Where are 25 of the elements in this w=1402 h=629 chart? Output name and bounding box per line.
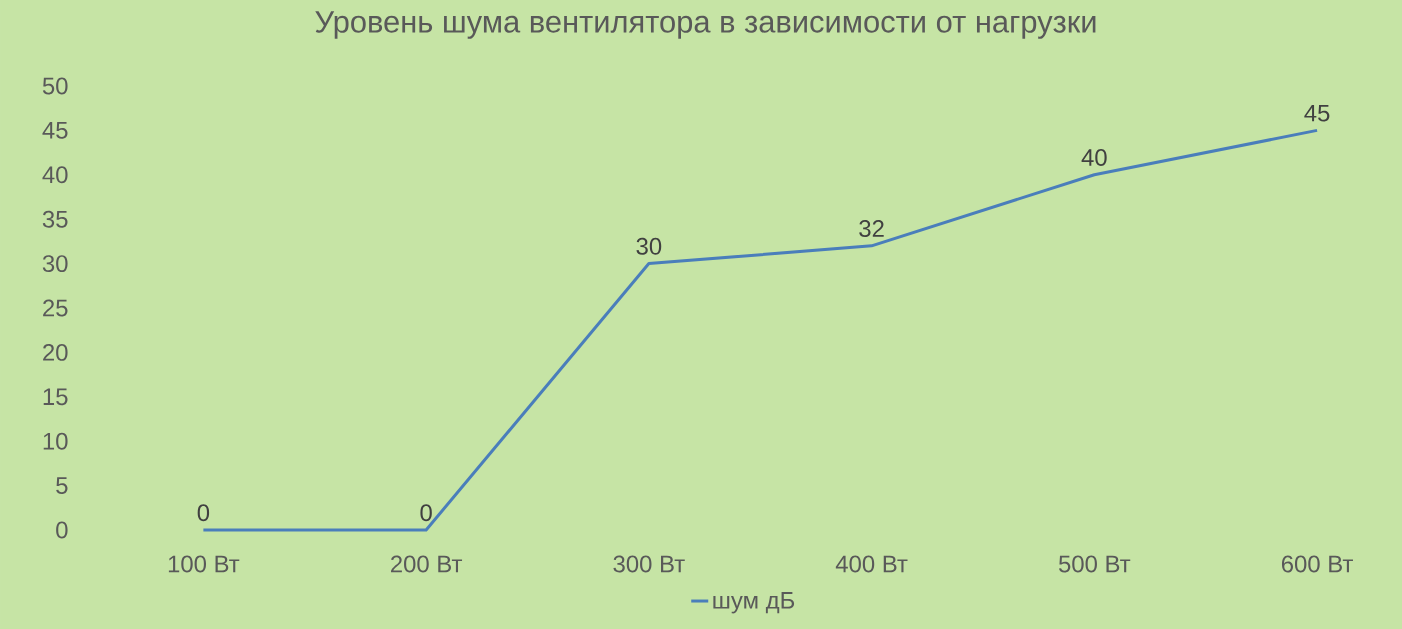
data-label: 40 (1081, 149, 1107, 166)
x-tick-label: 200 Вт (391, 555, 463, 573)
y-tick-label: 25 (43, 299, 68, 317)
data-label: 30 (636, 237, 662, 255)
y-tick-label: 0 (56, 521, 68, 539)
x-tick-label: 100 Вт (168, 555, 240, 573)
y-tick-label: 30 (42, 255, 68, 273)
y-tick-label: 50 (42, 77, 68, 95)
y-tick-label: 20 (43, 343, 68, 361)
y-tick-label: 15 (43, 388, 68, 406)
data-label: 32 (859, 220, 884, 237)
y-tick-label: 10 (43, 432, 68, 450)
x-tick-label: 400 Вт (835, 555, 908, 573)
legend-label: шум дБ (713, 592, 795, 614)
data-label: 0 (197, 504, 210, 522)
data-label: 45 (1304, 104, 1330, 122)
data-label: 0 (420, 504, 432, 522)
x-tick-label: 600 Вт (1281, 555, 1353, 573)
chart-title: Уровень шума вентилятора в зависимости от нагрузки (315, 11, 1096, 39)
y-tick-label: 45 (42, 122, 68, 139)
x-tick-label: 500 Вт (1058, 555, 1131, 573)
x-tick-label: 300 Вт (613, 555, 685, 573)
y-tick-label: 5 (56, 477, 68, 494)
y-tick-label: 35 (42, 210, 68, 228)
y-tick-label: 40 (42, 166, 68, 184)
